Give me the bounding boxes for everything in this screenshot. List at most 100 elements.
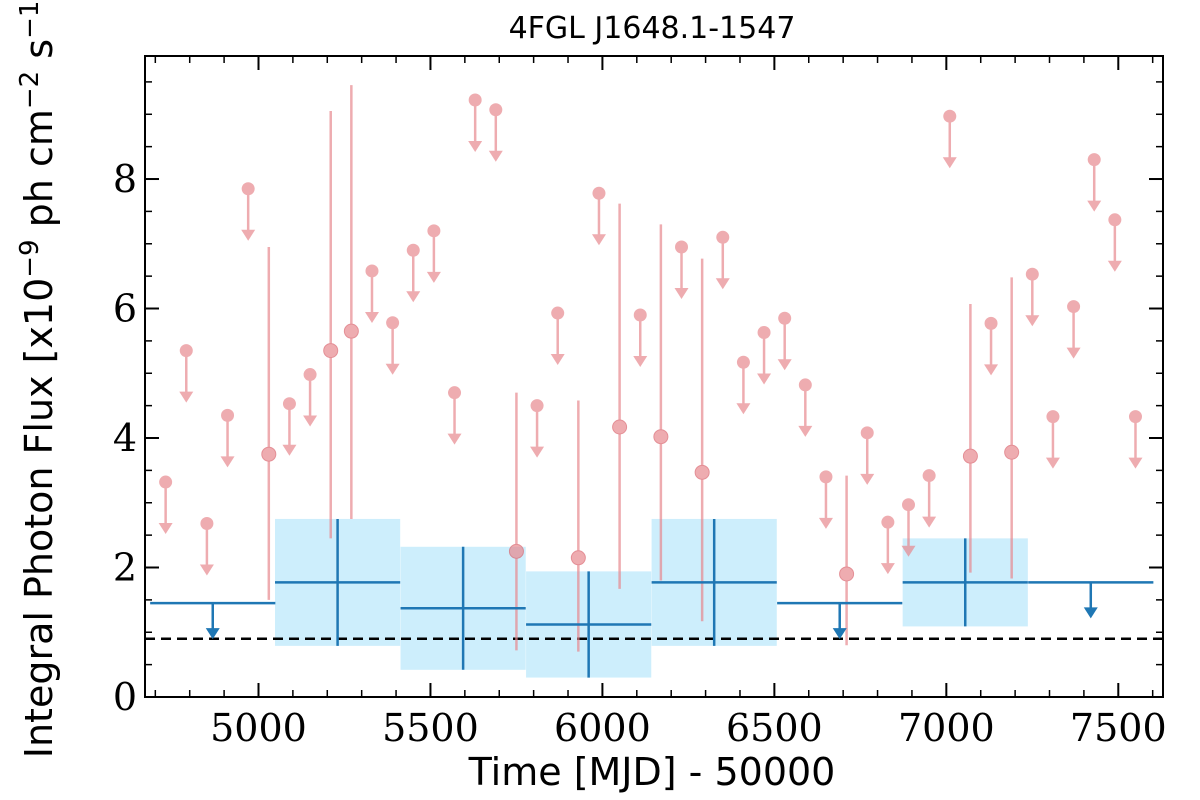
monthly-point-13 [426, 224, 441, 283]
monthly-ul-arrow [757, 373, 772, 385]
monthly-marker [343, 323, 359, 339]
monthly-point-46 [1107, 213, 1122, 272]
monthly-point-0 [158, 475, 173, 535]
monthly-point-15 [468, 93, 483, 153]
monthly-point-23 [633, 308, 648, 367]
monthly-ul-marker [200, 516, 214, 530]
monthly-ul-arrow [530, 446, 545, 458]
y-label-main: Integral Photon Flux [x10 [17, 278, 61, 759]
monthly-ul-arrow [674, 288, 689, 300]
monthly-ul-arrow [406, 291, 421, 303]
monthly-point-19 [550, 306, 565, 366]
chart-title: 4FGL J1648.1-1547 [509, 11, 796, 46]
monthly-point-2 [199, 516, 214, 576]
monthly-ul-arrow [282, 444, 297, 456]
monthly-point-22 [612, 203, 628, 589]
monthly-ul-arrow [488, 150, 503, 162]
monthly-ul-marker [468, 93, 482, 107]
monthly-ul-arrow [715, 278, 730, 290]
monthly-point-32 [818, 470, 833, 529]
monthly-ul-marker [406, 243, 420, 257]
monthly-ul-arrow [1107, 260, 1122, 272]
monthly-ul-marker [365, 264, 379, 278]
monthly-ul-marker [159, 475, 173, 489]
monthly-ul-arrow [880, 563, 895, 575]
monthly-ul-marker [860, 426, 874, 440]
monthly-ul-arrow [241, 229, 256, 241]
monthly-ul-arrow [591, 234, 606, 246]
monthly-ul-arrow [1087, 200, 1102, 212]
monthly-point-33 [839, 475, 855, 646]
monthly-ul-marker [1108, 213, 1122, 227]
yearly-bin-1 [275, 518, 401, 646]
monthly-ul-marker [179, 344, 193, 358]
monthly-point-20 [570, 400, 586, 652]
monthly-point-11 [385, 316, 400, 375]
monthly-point-47 [1128, 410, 1143, 469]
monthly-ul-arrow [303, 415, 318, 427]
monthly-ul-marker [592, 186, 606, 200]
monthly-ul-marker [819, 470, 833, 484]
yearly-ul-arrow [832, 628, 847, 640]
monthly-point-34 [860, 426, 875, 485]
monthly-point-40 [984, 316, 999, 376]
y-label-exp1: −9 [15, 239, 45, 277]
monthly-marker [962, 448, 978, 464]
monthly-marker [261, 446, 277, 462]
monthly-ul-arrow [736, 403, 751, 415]
monthly-point-14 [447, 386, 462, 445]
monthly-point-9 [343, 85, 359, 519]
monthly-point-6 [282, 397, 297, 456]
monthly-ul-arrow [777, 359, 792, 371]
monthly-ul-marker [1067, 300, 1081, 314]
monthly-marker [1004, 444, 1020, 460]
monthly-point-18 [530, 399, 545, 458]
monthly-ul-arrow [984, 364, 999, 376]
monthly-ul-marker [427, 224, 441, 238]
axis-ticks-layer: 5000 5500 6000 6500 7000 7500 0 2 4 6 8 [113, 56, 1167, 750]
monthly-point-30 [777, 311, 792, 371]
monthly-marker [694, 464, 710, 480]
monthly-point-39 [962, 303, 978, 573]
yearly-bands-layer [275, 518, 1028, 678]
x-tick-label: 6000 [554, 706, 651, 750]
monthly-marker [839, 566, 855, 582]
yearly-bins-layer [150, 518, 1154, 678]
monthly-ul-arrow [1066, 347, 1081, 359]
monthly-ul-arrow [818, 517, 833, 529]
plot-frame [144, 55, 1164, 698]
yearly-bin-2 [400, 546, 526, 670]
monthly-ul-marker [1025, 267, 1039, 281]
monthly-ul-marker [551, 306, 565, 320]
x-tick-label: 7000 [898, 706, 995, 750]
yearly-bin-5 [777, 601, 903, 640]
monthly-ul-arrow [942, 157, 957, 169]
monthly-ul-marker [633, 308, 647, 322]
monthly-point-27 [715, 230, 730, 290]
yearly-bin-4 [651, 518, 777, 646]
monthly-point-24 [653, 224, 669, 581]
monthly-point-25 [674, 240, 689, 300]
monthly-ul-arrow [179, 391, 194, 403]
monthly-ul-marker [716, 230, 730, 244]
monthly-marker [570, 550, 586, 566]
monthly-ul-marker [902, 498, 915, 512]
monthly-point-21 [591, 186, 606, 246]
monthly-point-1 [179, 344, 194, 403]
monthly-ul-arrow [860, 473, 875, 485]
y-label-mid: ph cm [17, 109, 61, 239]
monthly-point-35 [880, 515, 895, 575]
monthly-point-36 [901, 498, 916, 557]
monthly-point-42 [1025, 267, 1040, 327]
monthly-ul-marker [530, 399, 544, 413]
monthly-ul-marker [675, 240, 689, 254]
x-tick-label: 5000 [210, 706, 307, 750]
monthly-point-12 [406, 243, 421, 303]
monthly-ul-marker [1087, 153, 1101, 167]
monthly-ul-arrow [901, 545, 916, 557]
yearly-ul-arrow [1083, 607, 1098, 619]
y-axis-label: Integral Photon Flux [x10−9 ph cm−2 s−1] [15, 0, 61, 758]
monthly-ul-marker [489, 103, 503, 117]
y-label-exp3: −1 [15, 1, 45, 39]
